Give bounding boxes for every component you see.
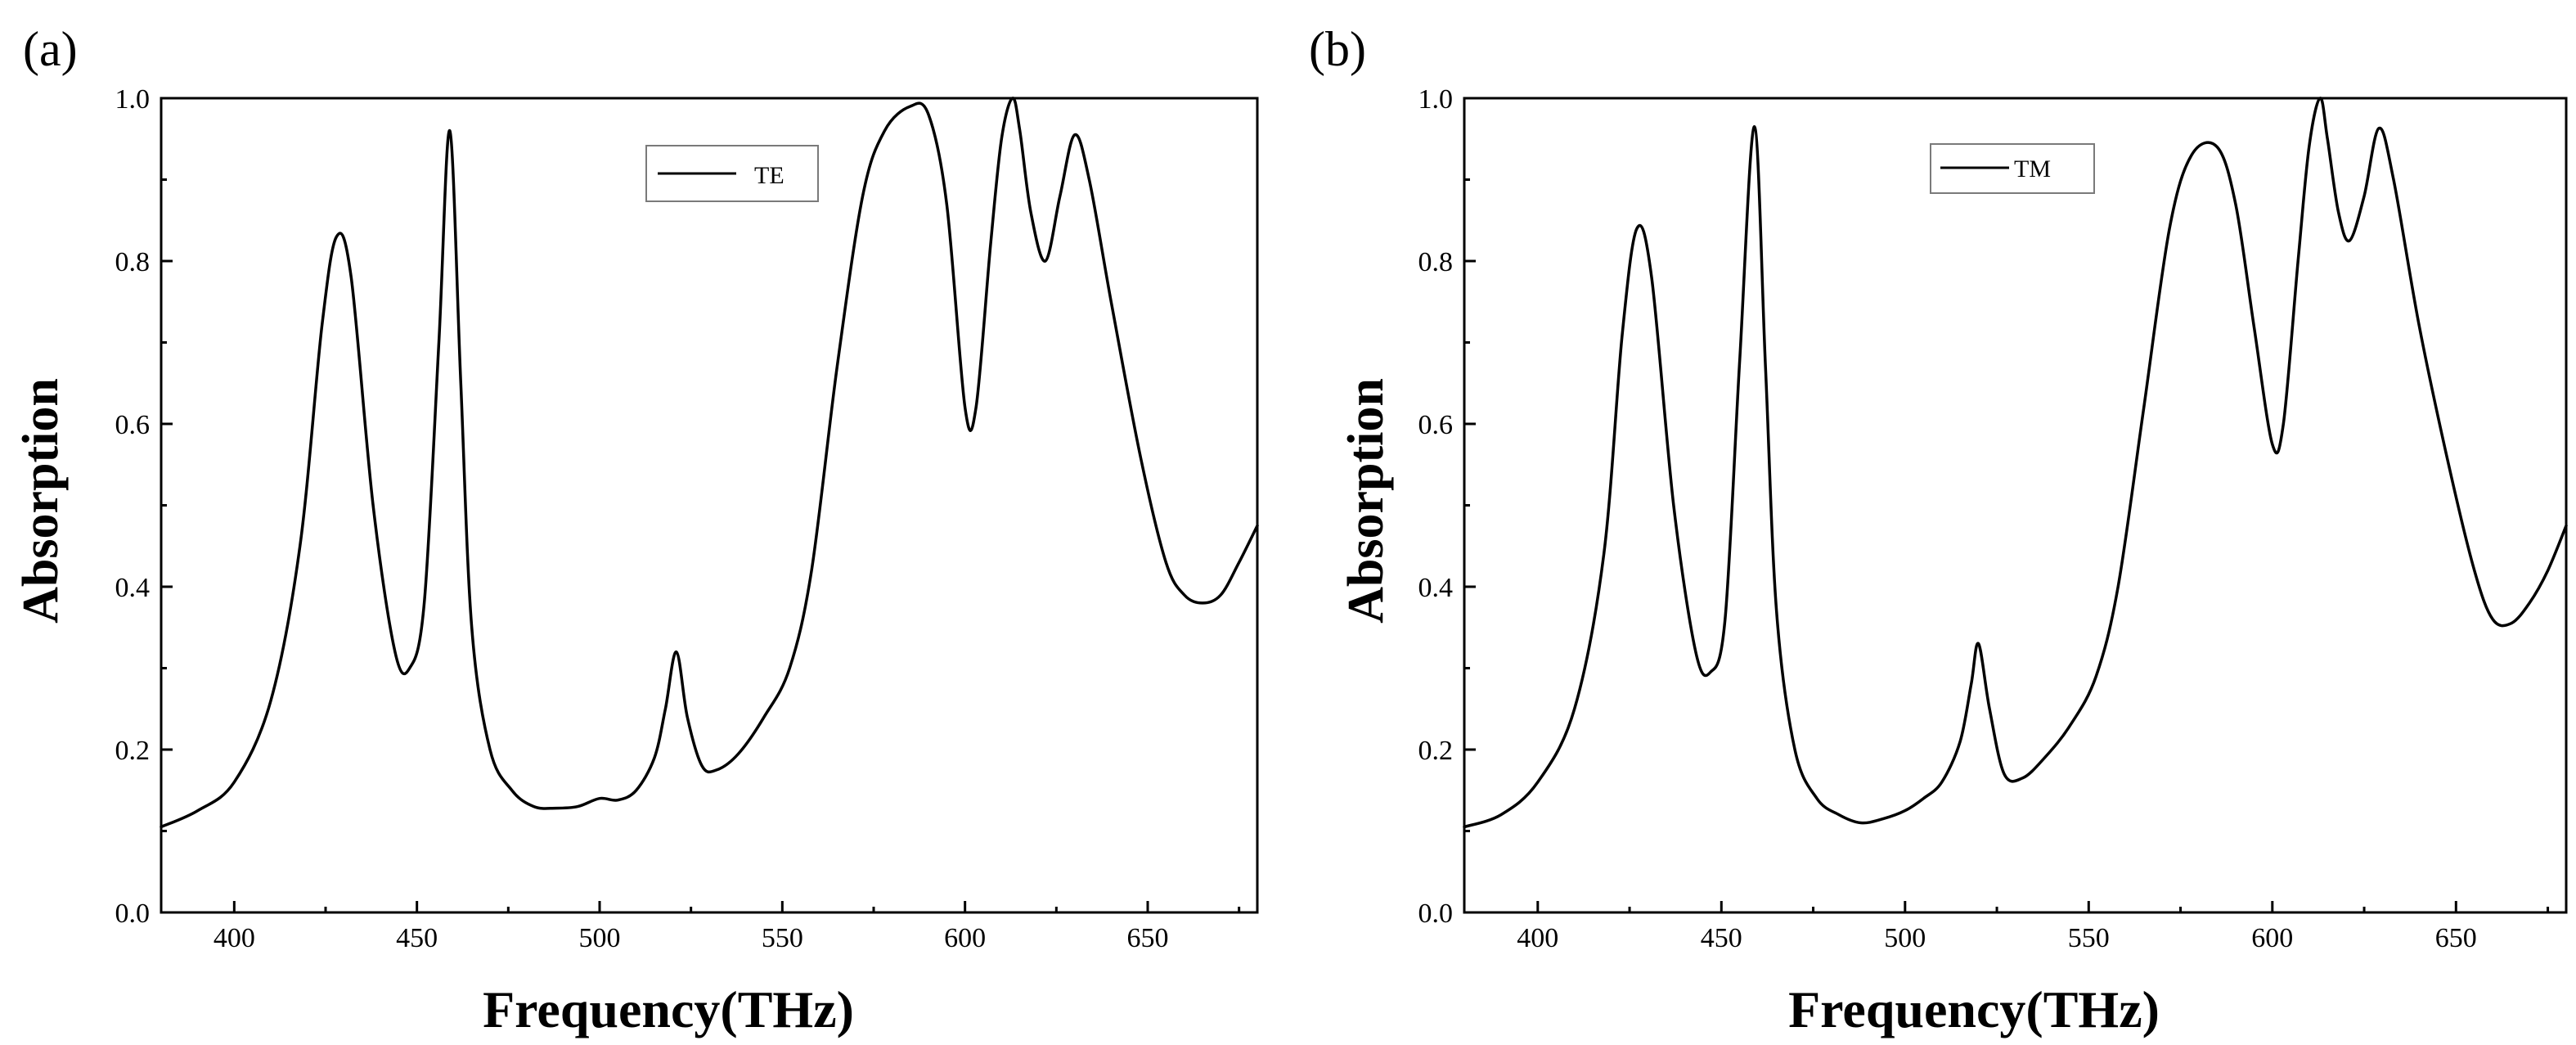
- x-tick-label: 600: [2251, 923, 2293, 953]
- y-axis-label: Absorption: [1338, 378, 1394, 624]
- y-tick-label: 0.6: [1418, 410, 1454, 440]
- y-tick-label: 0.0: [1418, 899, 1454, 929]
- x-tick-label: 550: [2068, 923, 2110, 953]
- x-tick-label: 400: [214, 923, 255, 953]
- panel-label: (a): [23, 22, 78, 76]
- plot-frame: [1463, 97, 2568, 914]
- y-tick-label: 0.4: [115, 573, 151, 603]
- legend-label: TM: [2014, 155, 2051, 182]
- plot-frame: [160, 97, 1259, 914]
- x-tick-label: 450: [1701, 923, 1742, 953]
- y-tick-label: 0.8: [115, 247, 151, 277]
- axis-ticks: 400 450 500 550 600 650 0.0 0.2 0.4 0.6 0.8 1.0: [115, 84, 1241, 953]
- plot-area: [160, 97, 1259, 829]
- x-tick-label: 450: [396, 923, 438, 953]
- series-line-tm: [1463, 97, 2568, 829]
- x-axis-label: Frequency(THz): [1788, 980, 2160, 1038]
- series-line-te: [160, 97, 1259, 829]
- panel-b: (b) Absorption Frequency(THz) 400 450 500 5…: [1309, 22, 2568, 1038]
- x-tick-label: 500: [579, 923, 621, 953]
- x-tick-label: 400: [1517, 923, 1558, 953]
- y-tick-label: 0.2: [1418, 736, 1454, 766]
- x-axis-label: Frequency(THz): [483, 980, 854, 1038]
- plot-area: [1463, 97, 2568, 829]
- y-tick-label: 0.0: [115, 899, 151, 929]
- legend: TE: [645, 145, 819, 202]
- y-tick-label: 1.0: [115, 84, 151, 115]
- x-tick-label: 650: [2435, 923, 2477, 953]
- legend: TM: [1930, 143, 2095, 194]
- y-tick-label: 0.2: [115, 736, 151, 766]
- legend-label: TE: [754, 162, 784, 189]
- x-tick-label: 550: [762, 923, 803, 953]
- panel-label: (b): [1309, 22, 1366, 76]
- y-axis-label: Absorption: [13, 378, 69, 624]
- x-tick-label: 650: [1127, 923, 1169, 953]
- x-tick-label: 600: [944, 923, 986, 953]
- axis-ticks: 400 450 500 550 600 650 0.0 0.2 0.4 0.6 0.8 1.0: [1418, 84, 2550, 953]
- y-tick-label: 1.0: [1418, 84, 1454, 115]
- y-tick-label: 0.6: [115, 410, 151, 440]
- x-tick-label: 500: [1884, 923, 1926, 953]
- panel-a: (a) Absorption Frequency(THz) 400 450 500 5…: [13, 22, 1259, 1038]
- y-tick-label: 0.4: [1418, 573, 1454, 603]
- y-tick-label: 0.8: [1418, 247, 1454, 277]
